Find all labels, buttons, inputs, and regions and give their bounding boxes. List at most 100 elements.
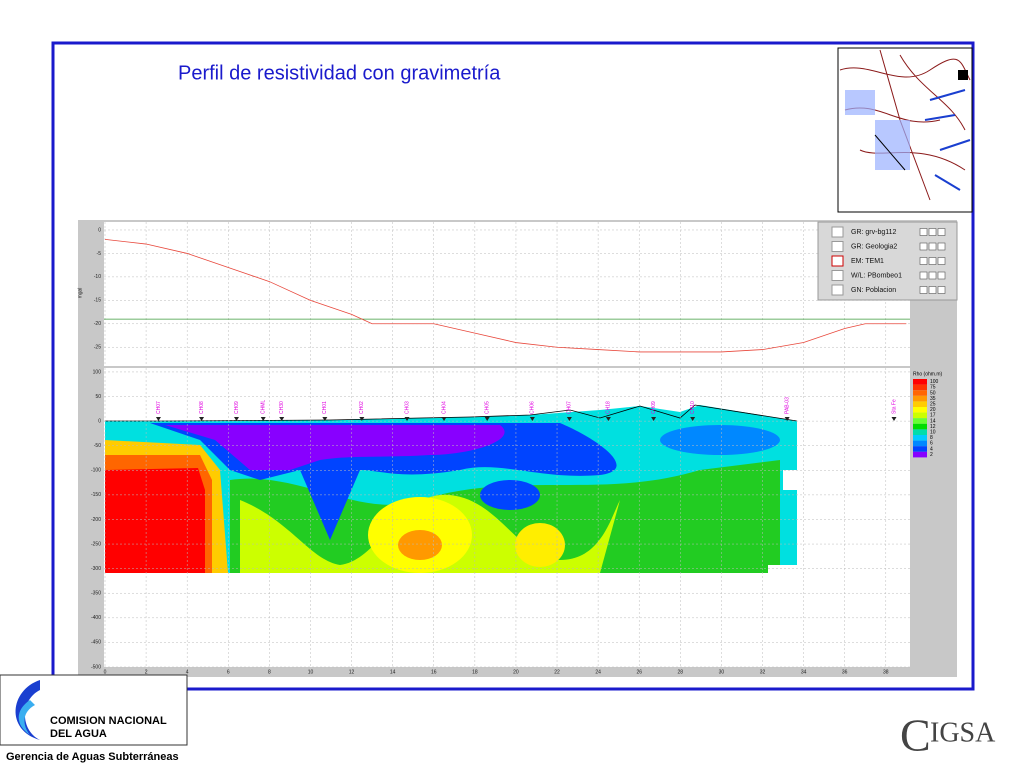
frame <box>51 41 975 691</box>
station-label: CH02 <box>359 401 365 414</box>
x-tick-label: 0 <box>104 669 107 675</box>
station-label: CH09 <box>234 401 240 414</box>
layer-name: GR: grv-bg112 <box>851 229 896 236</box>
scale-label: 20 <box>930 407 936 413</box>
station-marker <box>234 417 240 421</box>
layer-name: W/L: PBombeo1 <box>851 272 902 279</box>
station-marker <box>651 417 657 421</box>
layer-checkbox <box>919 228 928 236</box>
layer-checkbox <box>919 286 928 294</box>
scale-swatch <box>913 412 927 419</box>
y-tick-label: -350 <box>91 591 101 597</box>
scale-swatch <box>913 407 927 413</box>
station-marker <box>155 417 161 421</box>
station-label: CH09 <box>651 401 657 414</box>
station-marker <box>891 417 897 421</box>
conagua-name: DEL AGUA <box>50 728 107 740</box>
conagua-name: COMISION NACIONAL <box>50 715 167 727</box>
layer-checkbox <box>919 242 928 251</box>
scale-swatch <box>913 435 927 441</box>
y-tick-label: -300 <box>91 566 101 572</box>
cigsa-logo: IGSA <box>930 717 996 748</box>
scale-swatch <box>913 395 927 402</box>
scale-label: 10 <box>930 430 936 436</box>
station-marker <box>566 417 572 421</box>
scale-label: 35 <box>930 396 936 402</box>
layer-checkbox <box>937 228 946 236</box>
layer-icon <box>831 284 844 296</box>
x-tick-label: 2 <box>145 669 148 675</box>
station-label: CH04 <box>441 401 447 414</box>
y-tick-label: -400 <box>91 615 101 621</box>
y-tick-label: -100 <box>91 468 101 474</box>
y-tick-label: 100 <box>93 369 102 375</box>
y-tick-label: -250 <box>91 541 101 547</box>
station-marker <box>690 417 696 421</box>
x-tick-label: 36 <box>842 669 848 675</box>
y-tick-label: -150 <box>91 492 101 498</box>
station-label: CHML <box>261 400 267 414</box>
scale-swatch <box>913 446 927 452</box>
scale-swatch <box>913 418 927 424</box>
x-tick-label: 26 <box>636 669 642 675</box>
layer-checkbox <box>937 286 946 294</box>
y-tick-label: -500 <box>91 664 101 670</box>
x-tick-label: 12 <box>349 669 355 675</box>
layer-checkbox <box>919 257 928 265</box>
layer-name: GR: Geologia2 <box>851 243 897 250</box>
scale-swatch <box>913 429 927 435</box>
scale-label: 12 <box>930 424 936 430</box>
x-tick-label: 16 <box>431 669 437 675</box>
conagua-subtitle: Gerencia de Aguas Subterráneas <box>6 751 179 763</box>
scale-label: 4 <box>930 446 933 452</box>
station-label: CH07 <box>567 401 573 414</box>
layer-checkbox <box>928 257 937 265</box>
gravity-line <box>104 238 907 353</box>
layer-checkbox <box>928 286 937 294</box>
x-tick-label: 30 <box>719 669 725 675</box>
scale-swatch <box>913 379 927 385</box>
station-label: CH10 <box>690 401 696 414</box>
y-tick-label: -200 <box>91 517 101 523</box>
station-marker <box>279 417 285 421</box>
x-tick-label: 8 <box>268 669 271 675</box>
scale-label: 2 <box>930 452 933 458</box>
layer-checkbox <box>919 271 928 280</box>
layer-icon <box>831 270 844 281</box>
layers-legend: GR: grv-bg112 GR: Geologia2 EM: TEM1 W/L: P… <box>831 226 946 296</box>
scale-label: 100 <box>930 379 939 385</box>
scale-label: 8 <box>930 435 933 441</box>
station-marker <box>359 417 365 421</box>
resistivity-section <box>105 404 798 573</box>
y-tick-label: 0 <box>98 418 101 424</box>
station-marker <box>784 417 790 421</box>
conagua-emblem <box>18 700 35 735</box>
layer-checkbox <box>928 271 937 280</box>
x-tick-label: 28 <box>678 669 684 675</box>
y-tick-label: -10 <box>94 274 101 280</box>
station-label: CH08 <box>199 401 205 414</box>
y-tick-label: -450 <box>91 640 101 646</box>
y-tick-label: -5 <box>97 251 102 257</box>
map-thumbnail <box>837 47 973 213</box>
y-tick-label: -25 <box>94 345 101 351</box>
x-tick-label: 14 <box>390 669 396 675</box>
station-label: Sta Fe <box>891 399 897 414</box>
station-label: CH06 <box>530 401 536 414</box>
x-tick-label: 20 <box>513 669 519 675</box>
scale-swatch <box>913 401 927 407</box>
layer-checkbox <box>937 271 946 280</box>
station-label: CH30 <box>279 401 285 414</box>
layer-checkbox <box>937 257 946 265</box>
station-label: CH05 <box>485 401 491 414</box>
y-tick-label: 50 <box>95 394 101 400</box>
layer-name: EM: TEM1 <box>851 258 884 265</box>
scale-label: 17 <box>930 413 936 419</box>
gravity-plot <box>104 222 910 366</box>
scale-swatch <box>913 423 927 430</box>
x-tick-label: 24 <box>595 669 601 675</box>
station-marker <box>404 417 410 421</box>
x-tick-label: 10 <box>308 669 314 675</box>
station-marker <box>199 417 205 421</box>
